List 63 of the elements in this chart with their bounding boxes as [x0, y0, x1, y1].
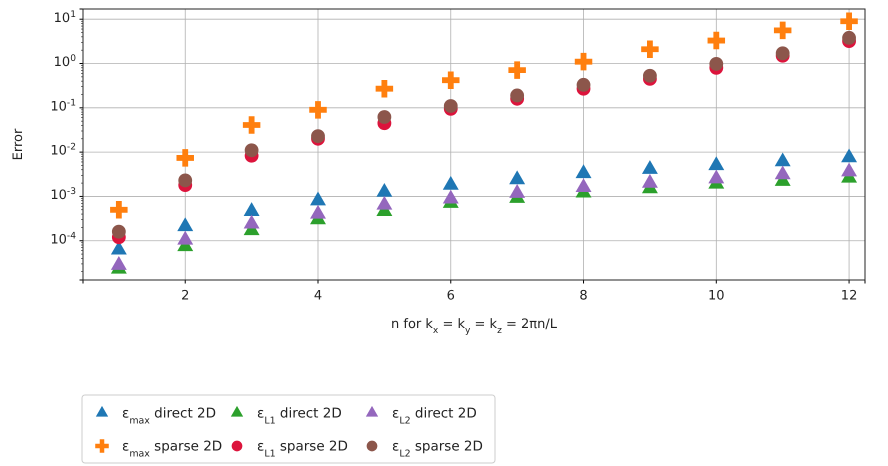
x-tick-label: 2 [181, 288, 190, 304]
y-tick-label: 10$^{-3}$ [50, 186, 76, 203]
point [442, 71, 460, 89]
point [576, 78, 590, 92]
point [642, 160, 658, 174]
point [444, 99, 458, 113]
point [377, 110, 392, 124]
point [509, 184, 526, 198]
point [442, 190, 459, 204]
y-tick-label: 10$^{-2}$ [50, 142, 76, 159]
x-tick-label: 4 [314, 288, 322, 304]
point [708, 156, 724, 170]
legend-label: ε$_{L1}$ direct 2D [257, 406, 342, 426]
y-tick-label: 10$^{-4}$ [50, 231, 76, 248]
point [242, 116, 260, 134]
legend-label: ε$_{max}$ sparse 2D [122, 438, 222, 460]
legend-label: ε$_{L1}$ sparse 2D [257, 438, 348, 460]
point [708, 32, 726, 50]
point [642, 174, 658, 188]
point [244, 143, 259, 158]
point [776, 46, 790, 60]
point [177, 217, 194, 232]
x-tick-label: 12 [840, 288, 858, 304]
point [840, 12, 858, 30]
point [244, 214, 260, 228]
point [641, 40, 659, 58]
point [708, 170, 724, 184]
point [510, 88, 524, 102]
x-axis-title: n for k$_{x}$ = k$_{y}$ = k$_{z}$ = 2πn/L [391, 317, 558, 336]
point [110, 256, 127, 270]
point [841, 162, 858, 176]
y-tick-label: 10$^{0}$ [54, 54, 76, 70]
point [841, 148, 858, 162]
point [508, 61, 526, 79]
x-tick-label: 6 [446, 288, 455, 304]
point [309, 101, 327, 119]
point [177, 230, 194, 245]
point [442, 176, 459, 190]
legend-label: ε$_{max}$ direct 2D [122, 406, 216, 426]
legend-label: ε$_{L2}$ sparse 2D [392, 438, 483, 460]
point [310, 192, 326, 206]
point [574, 52, 592, 70]
point [576, 178, 592, 192]
point [376, 182, 392, 197]
x-tick-label: 8 [579, 288, 588, 304]
point [774, 165, 791, 180]
point [774, 152, 791, 166]
y-tick-label: 10$^{-1}$ [50, 98, 76, 114]
point [244, 202, 260, 216]
y-axis-title: Error [11, 128, 26, 160]
point [842, 30, 856, 45]
y-tick-label: 10$^{1}$ [54, 10, 76, 26]
point [311, 129, 325, 143]
legend-label: ε$_{L2}$ direct 2D [392, 406, 477, 426]
point [376, 196, 392, 210]
point [376, 80, 394, 98]
point [774, 22, 792, 40]
x-tick-label: 10 [708, 288, 725, 304]
point [310, 204, 326, 219]
point [709, 57, 724, 71]
point [643, 68, 657, 83]
point [576, 164, 592, 178]
point [509, 170, 526, 184]
